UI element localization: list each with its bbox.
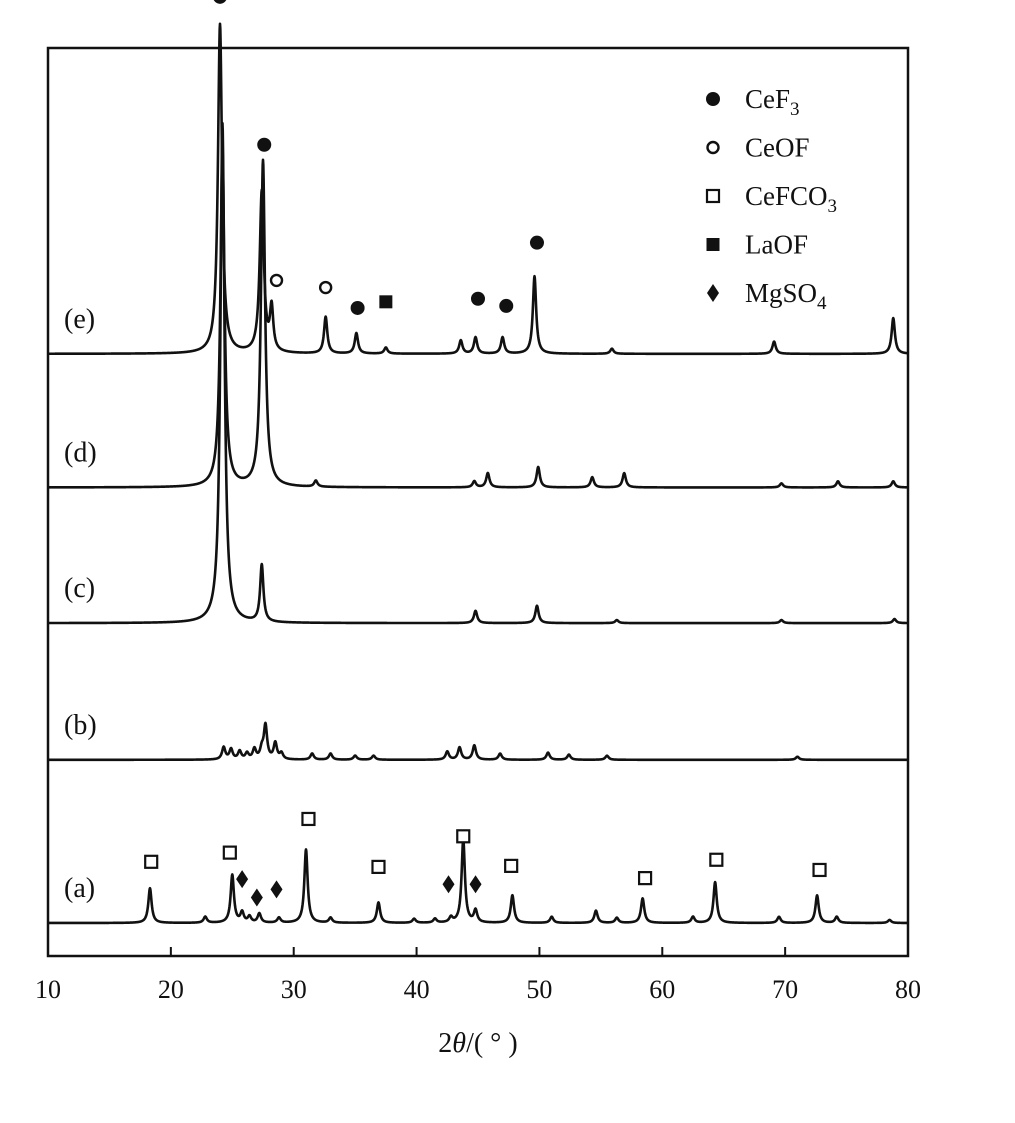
trace-c	[47, 121, 909, 625]
filled-diamond-marker	[270, 880, 283, 899]
filled-square-legend-icon	[706, 238, 720, 251]
legend-label: CeOF	[745, 133, 810, 163]
filled-diamond-legend-icon	[707, 284, 719, 302]
legend-label: LaOF	[745, 230, 808, 260]
x-tick-label: 50	[526, 975, 552, 1004]
x-tick-label: 20	[158, 975, 184, 1004]
plot-border	[46, 46, 910, 958]
filled-circle-marker	[471, 291, 485, 306]
x-axis-ticks: 10 20 30 40 50 60 70 80	[35, 947, 921, 1004]
open-square-marker	[504, 858, 519, 873]
open-square-marker	[637, 871, 653, 886]
diffraction-traces	[47, 22, 909, 925]
open-square-marker	[709, 852, 724, 867]
open-square-marker	[456, 829, 471, 844]
trace-e	[47, 22, 909, 356]
filled-circle-marker	[257, 137, 272, 152]
legend-label: CeFCO3	[745, 181, 837, 217]
open-square-marker	[301, 811, 316, 827]
filled-circle-legend-icon	[706, 92, 720, 106]
trace-d	[47, 148, 909, 489]
open-square-legend-icon	[705, 188, 721, 204]
trace-label: (a)	[64, 873, 95, 904]
x-tick-label: 80	[895, 975, 921, 1004]
open-square-marker	[222, 845, 237, 860]
filled-circle-marker	[499, 298, 514, 313]
open-circle-legend-icon	[706, 140, 720, 155]
legend-label: CeF3	[745, 84, 800, 120]
filled-diamond-marker	[442, 875, 455, 894]
filled-circle-marker	[350, 300, 365, 315]
legend: CeF3 CeOF CeFCO3 LaOF MgSO4	[705, 84, 837, 314]
x-tick-label: 60	[649, 975, 675, 1004]
open-circle-marker	[269, 273, 284, 288]
legend-label: MgSO4	[745, 278, 827, 314]
trace-label: (c)	[64, 573, 95, 604]
filled-circle-marker	[213, 0, 227, 4]
plot-frame	[46, 46, 910, 958]
x-tick-label: 40	[404, 975, 430, 1004]
open-square-marker	[812, 862, 827, 878]
x-tick-label: 10	[35, 975, 61, 1004]
x-tick-label: 70	[772, 975, 798, 1004]
trace-label: (e)	[64, 304, 95, 335]
phase-markers	[144, 0, 827, 907]
trace-labels: (a) (b) (c) (d) (e)	[64, 304, 97, 904]
filled-circle-marker	[529, 235, 544, 250]
filled-diamond-marker	[236, 870, 249, 889]
filled-diamond-marker	[469, 875, 482, 894]
open-square-marker	[371, 859, 386, 875]
x-tick-label: 30	[281, 975, 307, 1004]
open-square-marker	[144, 854, 159, 869]
trace-a	[47, 837, 909, 925]
filled-diamond-marker	[250, 888, 263, 907]
x-axis-title: 2θ/( ° )	[438, 1028, 517, 1059]
open-circle-marker	[318, 280, 333, 295]
trace-b	[47, 721, 909, 762]
filled-square-marker	[379, 295, 393, 309]
trace-label: (d)	[64, 437, 97, 468]
trace-label: (b)	[64, 710, 97, 741]
